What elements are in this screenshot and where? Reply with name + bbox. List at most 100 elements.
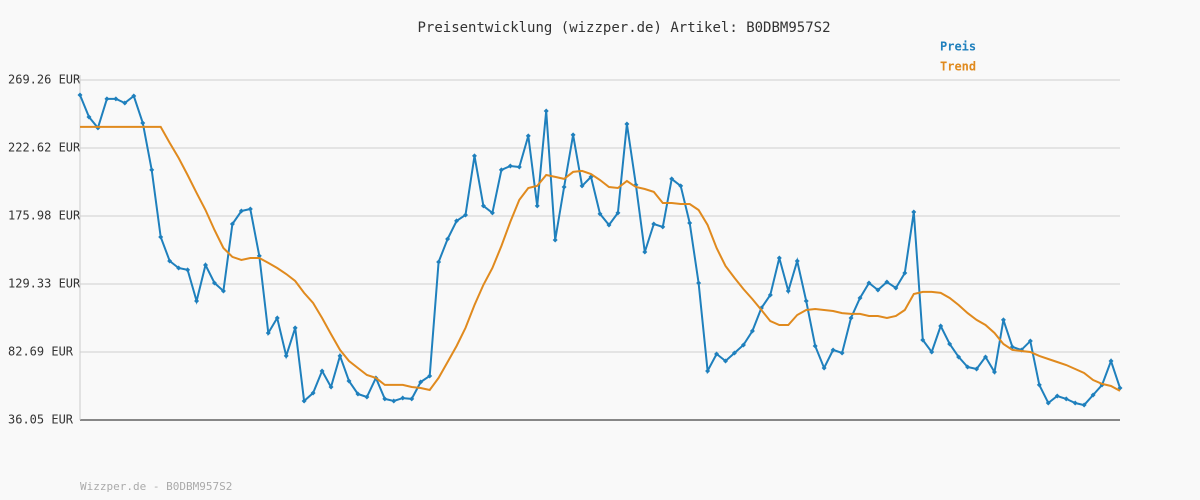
y-tick-label: 82.69 EUR [8,345,74,359]
point [705,368,711,374]
y-tick-label: 36.05 EUR [8,413,74,427]
point [857,295,863,301]
point [956,354,962,360]
point [328,384,334,390]
y-tick-label: 175.98 EUR [8,208,81,222]
point [454,218,460,224]
point [203,262,209,268]
point [714,351,720,357]
point [525,133,531,139]
point [489,210,495,216]
point [893,285,899,291]
point [597,211,603,217]
point [1072,400,1078,406]
point [552,237,558,243]
point [220,288,226,294]
point [938,323,944,329]
point [911,209,917,215]
legend-label: Preis [940,40,976,54]
point [310,390,316,396]
point [140,120,146,126]
point [543,108,549,114]
point [1054,393,1060,399]
point [579,183,585,189]
point [812,343,818,349]
point [283,353,289,359]
point [561,184,567,190]
point [445,236,451,242]
point [991,369,997,375]
point [418,379,424,385]
point [767,292,773,298]
point [265,330,271,336]
point [678,183,684,189]
point [391,398,397,404]
point [409,396,415,402]
point [158,234,164,240]
y-tick-label: 129.33 EUR [8,277,81,291]
point [1045,400,1051,406]
y-tick-label: 269.26 EUR [8,73,81,87]
point [436,259,442,265]
point [185,267,191,273]
point [785,288,791,294]
point [86,114,92,120]
point [247,206,253,212]
point [229,221,235,227]
point [1081,402,1087,408]
point [364,394,370,400]
point [821,365,827,371]
point [974,366,980,372]
point [516,164,522,170]
point [319,368,325,374]
point [884,279,890,285]
point [507,163,513,169]
point [77,92,83,98]
y-tick-label: 222.62 EUR [8,140,81,154]
point [176,265,182,271]
point [480,203,486,209]
point [642,249,648,255]
point [1036,382,1042,388]
chart-title: Preisentwicklung (wizzper.de) Artikel: B… [417,20,830,36]
point [624,121,630,127]
point [1108,358,1114,364]
point [687,220,693,226]
point [660,224,666,230]
line-0 [79,94,1121,407]
point [723,358,729,364]
point [400,395,406,401]
point [292,325,298,331]
point [1027,338,1033,344]
point [149,167,155,173]
point [749,328,755,334]
point [104,96,110,102]
footer: Wizzper.de - B0DBM957S2 [80,480,232,493]
point [920,337,926,343]
point [427,373,433,379]
point [131,93,137,99]
point [615,210,621,216]
point [534,203,540,209]
point [983,354,989,360]
point [301,398,307,404]
point [1063,396,1069,402]
point [337,353,343,359]
point [167,258,173,264]
point [382,396,388,402]
point [848,315,854,321]
point [929,349,935,355]
point [463,212,469,218]
point [113,96,119,102]
point [274,315,280,321]
point [355,391,361,397]
point [965,364,971,370]
point [794,258,800,264]
legend-label: Trend [940,60,976,74]
point [839,350,845,356]
point [866,280,872,286]
point [498,167,504,173]
point [740,342,746,348]
